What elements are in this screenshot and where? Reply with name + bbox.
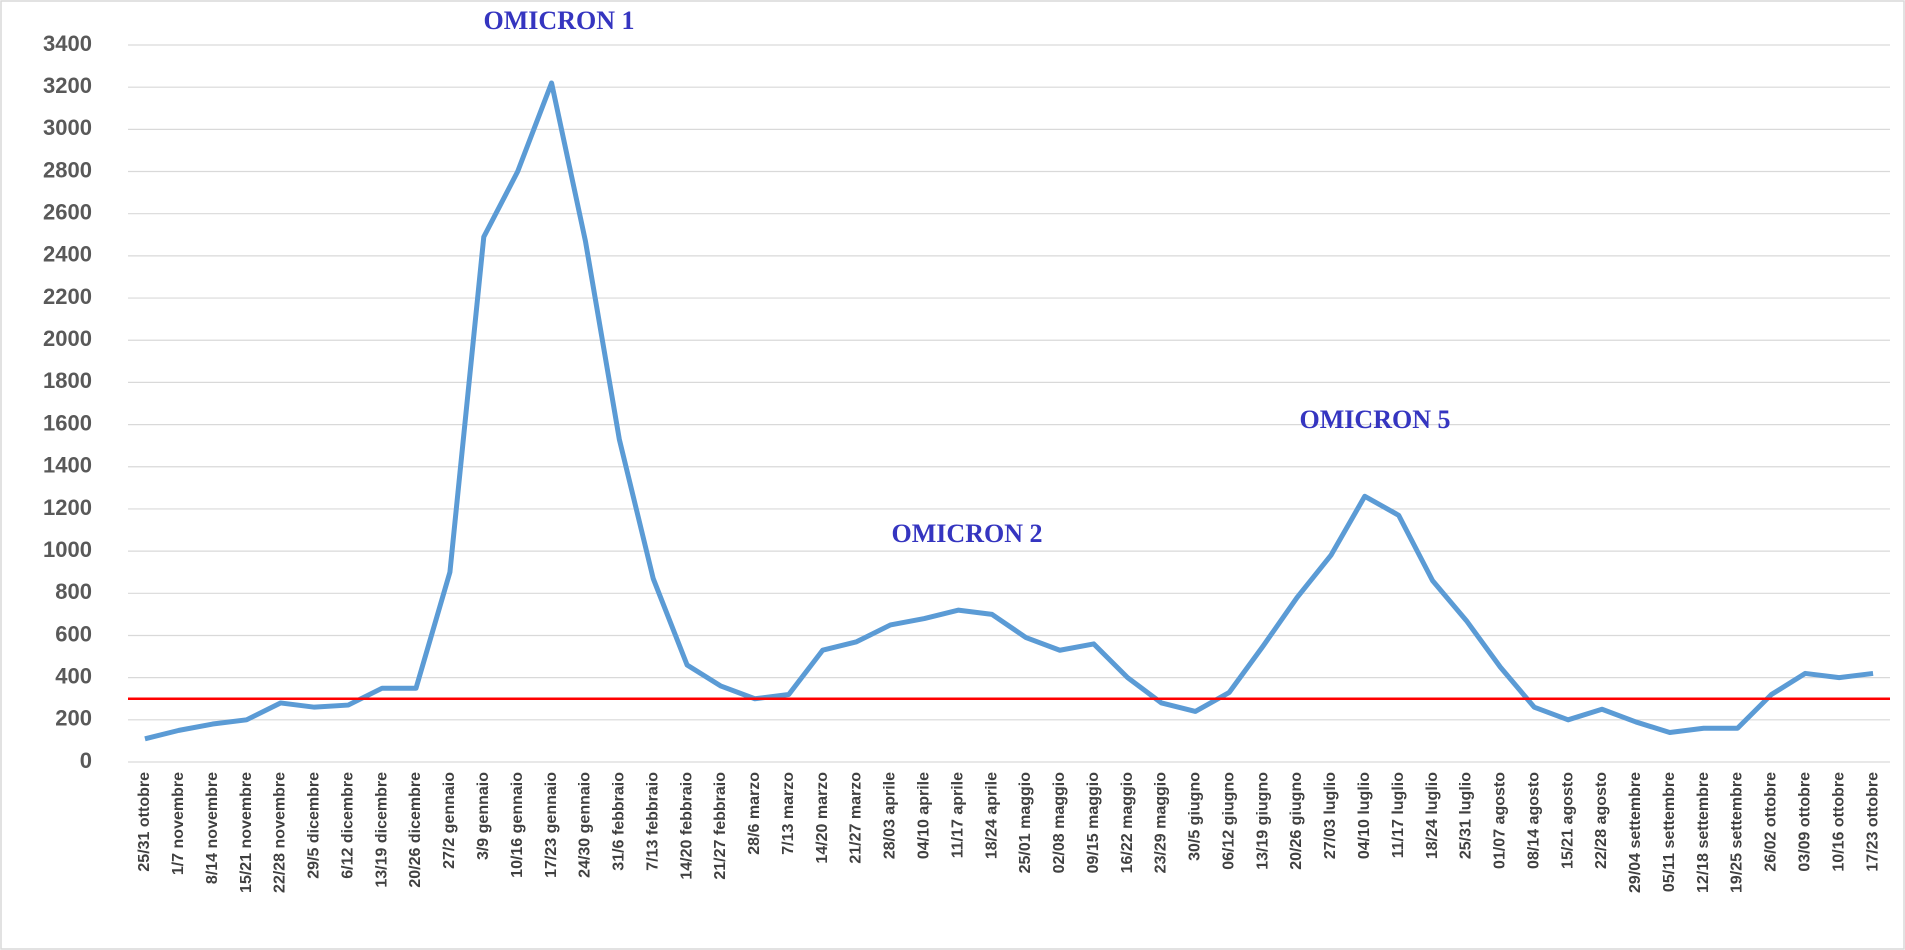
- x-tick-label: 18/24 luglio: [1424, 772, 1441, 859]
- x-tick-label: 06/12 giugno: [1220, 772, 1237, 870]
- y-tick-label: 2000: [43, 326, 92, 351]
- x-tick-label: 15/21 agosto: [1559, 772, 1576, 869]
- x-tick-label: 22/28 novembre: [272, 772, 289, 893]
- x-tick-label: 21/27 marzo: [848, 772, 865, 864]
- x-tick-label: 20/26 dicembre: [407, 772, 424, 888]
- x-tick-label: 04/10 luglio: [1356, 772, 1373, 859]
- x-tick-label: 27/2 gennaio: [441, 772, 458, 869]
- x-tick-label: 02/08 maggio: [1051, 772, 1068, 874]
- y-tick-label: 2600: [43, 200, 92, 225]
- y-tick-label: 1400: [43, 453, 92, 478]
- y-tick-label: 1600: [43, 410, 92, 435]
- y-tick-label: 400: [55, 663, 92, 688]
- x-tick-label: 10/16 ottobre: [1830, 772, 1847, 872]
- x-tick-label: 13/19 dicembre: [373, 772, 390, 888]
- y-tick-label: 2800: [43, 157, 92, 182]
- x-tick-label: 11/17 luglio: [1390, 772, 1407, 858]
- x-tick-label: 7/13 marzo: [780, 772, 797, 855]
- x-tick-label: 13/19 giugno: [1254, 772, 1271, 870]
- y-tick-label: 200: [55, 706, 92, 731]
- y-tick-label: 3000: [43, 115, 92, 140]
- x-tick-label: 29/04 settembre: [1627, 772, 1644, 893]
- x-tick-label: 25/31 luglio: [1458, 772, 1475, 859]
- x-tick-label: 3/9 gennaio: [475, 772, 492, 860]
- x-tick-label: 22/28 agosto: [1593, 772, 1610, 869]
- x-tick-label: 25/01 maggio: [1017, 772, 1034, 874]
- x-tick-label: 29/5 dicembre: [306, 772, 323, 879]
- x-tick-label: 15/21 novembre: [238, 772, 255, 893]
- x-tick-label: 03/09 ottobre: [1797, 772, 1814, 872]
- x-tick-label: 12/18 settembre: [1695, 772, 1712, 893]
- y-tick-label: 2200: [43, 284, 92, 309]
- x-tick-label: 04/10 aprile: [916, 772, 933, 859]
- x-tick-label: 09/15 maggio: [1085, 772, 1102, 874]
- x-tick-label: 08/14 agosto: [1525, 772, 1542, 869]
- x-tick-label: 18/24 aprile: [983, 772, 1000, 859]
- y-tick-label: 1800: [43, 368, 92, 393]
- annotation: OMICRON 1: [484, 6, 635, 35]
- y-tick-label: 3400: [43, 31, 92, 56]
- data-line: [144, 80, 1874, 742]
- x-tick-label: 1/7 novembre: [170, 772, 187, 875]
- annotation: OMICRON 2: [892, 519, 1043, 548]
- y-tick-label: 2400: [43, 242, 92, 267]
- x-tick-label: 28/6 marzo: [746, 772, 763, 855]
- y-tick-label: 1000: [43, 537, 92, 562]
- x-tick-label: 16/22 maggio: [1119, 772, 1136, 874]
- y-tick-label: 1200: [43, 495, 92, 520]
- y-tick-label: 600: [55, 621, 92, 646]
- x-tick-label: 27/03 luglio: [1322, 772, 1339, 859]
- x-tick-label: 19/25 settembre: [1729, 772, 1746, 893]
- x-tick-label: 05/11 settembre: [1661, 772, 1678, 892]
- x-tick-label: 21/27 febbraio: [712, 772, 729, 880]
- x-tick-label: 01/07 agosto: [1492, 772, 1509, 869]
- x-tick-label: 31/6 febbraio: [611, 772, 628, 871]
- x-tick-label: 7/13 febbraio: [644, 772, 661, 871]
- y-tick-label: 800: [55, 579, 92, 604]
- x-tick-label: 6/12 dicembre: [339, 772, 356, 879]
- x-tick-label: 14/20 marzo: [814, 772, 831, 864]
- x-tick-label: 11/17 aprile: [949, 772, 966, 858]
- x-tick-label: 28/03 aprile: [882, 772, 899, 859]
- x-tick-label: 14/20 febbraio: [678, 772, 695, 880]
- x-tick-label: 30/5 giugno: [1187, 772, 1204, 861]
- x-tick-label: 25/31 ottobre: [136, 772, 153, 872]
- x-tick-label: 20/26 giugno: [1288, 772, 1305, 870]
- x-tick-label: 17/23 gennaio: [543, 772, 560, 878]
- y-tick-label: 0: [80, 748, 92, 773]
- x-tick-label: 10/16 gennaio: [509, 772, 526, 878]
- x-tick-label: 24/30 gennaio: [577, 772, 594, 878]
- x-tick-label: 17/23 ottobre: [1864, 772, 1881, 872]
- x-tick-label: 8/14 novembre: [204, 772, 221, 884]
- y-tick-label: 3200: [43, 73, 92, 98]
- annotation: OMICRON 5: [1300, 405, 1451, 434]
- x-tick-label: 23/29 maggio: [1153, 772, 1170, 874]
- x-tick-label: 26/02 ottobre: [1763, 772, 1780, 872]
